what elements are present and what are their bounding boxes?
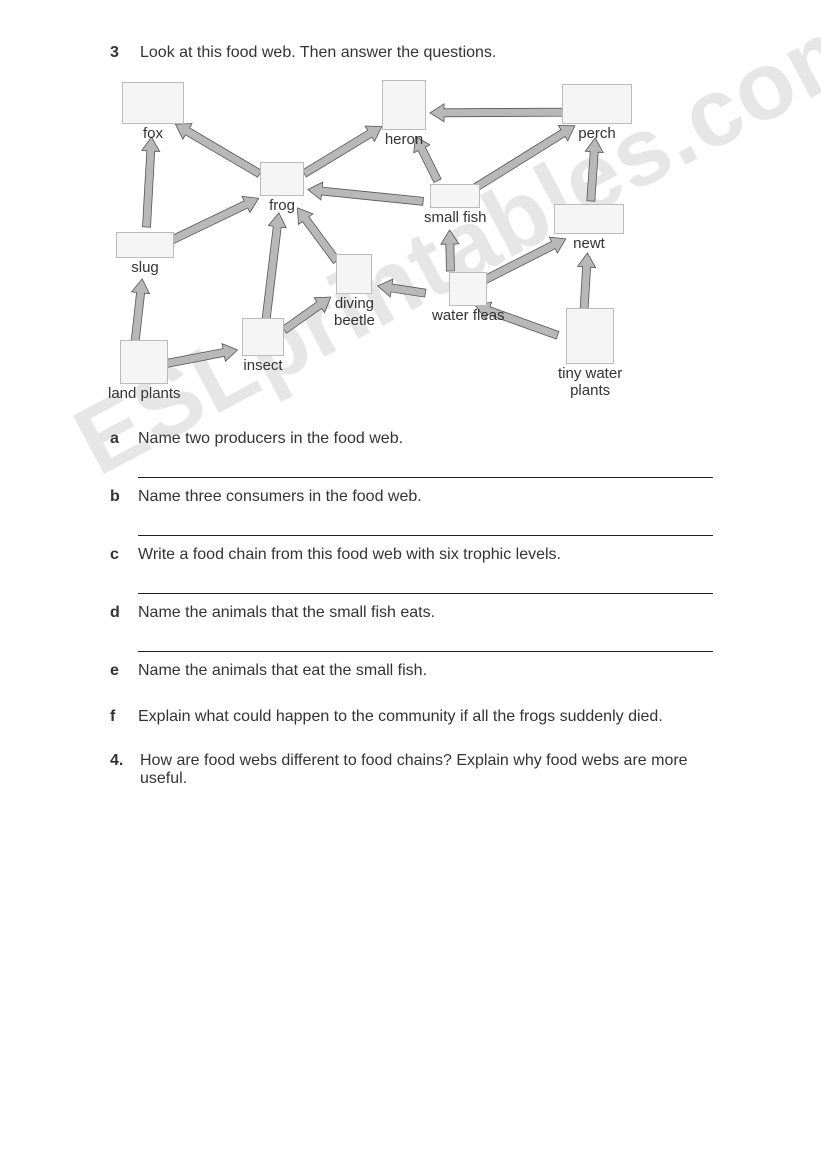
sub-b-label: b [110, 488, 126, 506]
heron-icon [382, 80, 426, 130]
sub-a-label: a [110, 430, 126, 448]
landplants-label: land plants [108, 386, 181, 403]
slug-label: slug [116, 260, 174, 277]
arrow-insect-to-divingbeetle [282, 297, 331, 333]
answer-line-d [138, 626, 713, 652]
node-heron: heron [382, 80, 426, 149]
arrow-waterfleas-to-smallfish [441, 230, 459, 271]
perch-label: perch [562, 126, 632, 143]
waterfleas-icon [449, 272, 487, 306]
node-smallfish: small fish [424, 184, 487, 227]
sub-d-label: d [110, 604, 126, 622]
q3-prompt: Look at this food web. Then answer the q… [140, 44, 496, 62]
tinywater-icon [566, 308, 614, 364]
arrow-frog-to-heron [302, 126, 382, 177]
newt-icon [554, 204, 624, 234]
fox-icon [122, 82, 184, 124]
sub-d-text: Name the animals that the small fish eat… [138, 604, 733, 622]
divingbeetle-icon [336, 254, 372, 294]
node-slug: slug [116, 232, 174, 277]
smallfish-icon [430, 184, 480, 208]
sub-f-label: f [110, 708, 126, 726]
tinywater-label: tiny water plants [558, 366, 622, 399]
node-waterfleas: water fleas [432, 272, 505, 325]
newt-label: newt [554, 236, 624, 253]
arrow-waterfleas-to-divingbeetle [378, 279, 426, 297]
arrow-slug-to-fox [142, 137, 160, 227]
q3-number: 3 [110, 44, 130, 62]
smallfish-label: small fish [424, 210, 487, 227]
arrow-slug-to-frog [167, 196, 259, 245]
sub-f-text: Explain what could happen to the communi… [138, 708, 733, 726]
node-divingbeetle: diving beetle [334, 254, 375, 329]
sub-a-text: Name two producers in the food web. [138, 430, 733, 448]
answer-line-a [138, 452, 713, 478]
arrow-newt-to-perch [585, 138, 603, 201]
perch-icon [562, 84, 632, 124]
node-tinywater: tiny water plants [558, 308, 622, 399]
sub-d: d Name the animals that the small fish e… [110, 604, 733, 622]
arrow-frog-to-fox [175, 124, 261, 178]
arrow-landplants-to-slug [131, 279, 150, 345]
insect-icon [242, 318, 284, 356]
answer-line-c [138, 568, 713, 594]
node-insect: insect [242, 318, 284, 375]
sub-b-text: Name three consumers in the food web. [138, 488, 733, 506]
question-4: 4. How are food webs different to food c… [110, 752, 733, 788]
divingbeetle-label: diving beetle [334, 296, 375, 329]
fox-label: fox [122, 126, 184, 143]
node-newt: newt [554, 204, 624, 253]
arrow-perch-to-heron [430, 104, 571, 122]
q4-number: 4. [110, 752, 130, 788]
arrow-smallfish-to-frog [308, 182, 424, 205]
question-3-header: 3 Look at this food web. Then answer the… [110, 44, 733, 62]
waterfleas-label: water fleas [432, 308, 505, 325]
heron-label: heron [382, 132, 426, 149]
slug-icon [116, 232, 174, 258]
sub-f: f Explain what could happen to the commu… [110, 708, 733, 726]
food-web-diagram: fox heron perch frog small fish newt slug divin… [102, 72, 662, 412]
node-frog: frog [260, 162, 304, 215]
node-landplants: land plants [108, 340, 181, 403]
node-fox: fox [122, 82, 184, 143]
frog-icon [260, 162, 304, 196]
answer-line-e [138, 684, 713, 698]
node-perch: perch [562, 84, 632, 143]
sub-e-label: e [110, 662, 126, 680]
arrow-insect-to-frog [262, 213, 286, 320]
sub-b: b Name three consumers in the food web. [110, 488, 733, 506]
landplants-icon [120, 340, 168, 384]
sub-e: e Name the animals that eat the small fi… [110, 662, 733, 680]
sub-c: c Write a food chain from this food web … [110, 546, 733, 564]
sub-a: a Name two producers in the food web. [110, 430, 733, 448]
frog-label: frog [260, 198, 304, 215]
insect-label: insect [242, 358, 284, 375]
answer-line-b [138, 510, 713, 536]
q4-text: How are food webs different to food chai… [140, 752, 733, 788]
sub-e-text: Name the animals that eat the small fish… [138, 662, 733, 680]
sub-c-label: c [110, 546, 126, 564]
sub-c-text: Write a food chain from this food web wi… [138, 546, 733, 564]
